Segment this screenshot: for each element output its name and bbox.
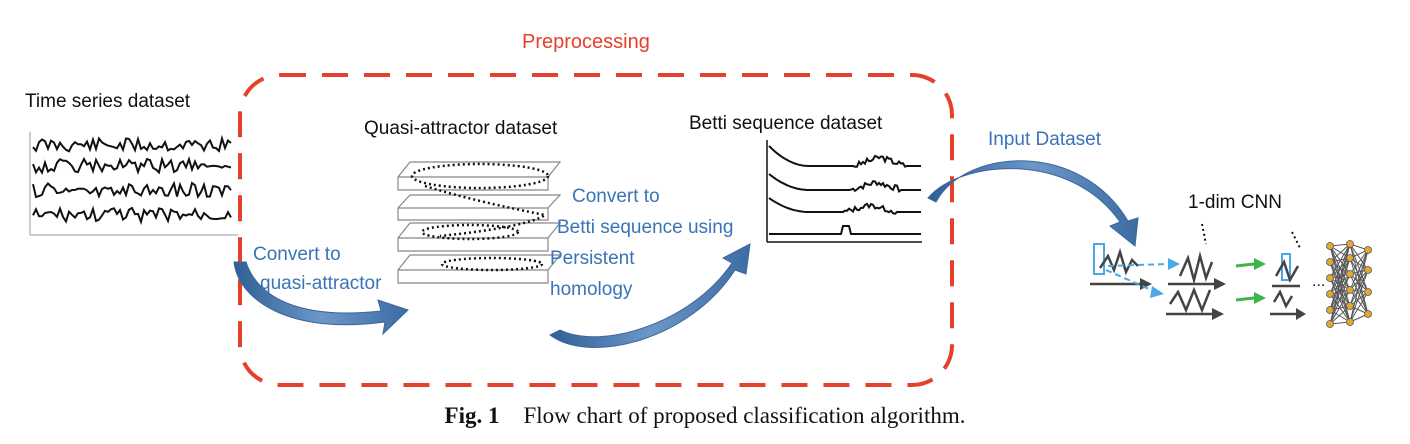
step2-line4: homology <box>550 279 633 300</box>
network-edge <box>1329 273 1351 325</box>
network-edge <box>1349 269 1369 291</box>
time-series-line-4 <box>32 205 232 226</box>
arrow-to-cnn <box>927 160 1139 247</box>
time-series-panel <box>29 132 238 236</box>
network-neuron <box>1326 290 1334 298</box>
network-edge <box>1329 305 1351 325</box>
network-edge <box>1349 273 1369 315</box>
network-neuron <box>1364 288 1372 296</box>
input-dataset-label: Input Dataset <box>988 129 1102 150</box>
caption-number: Fig. 1 <box>444 403 500 428</box>
cnn-ellipsis: ... <box>1312 273 1326 290</box>
betti-curve-1 <box>768 145 921 168</box>
step1-line2: quasi-attractor <box>260 273 382 294</box>
time-series-line-2 <box>32 155 232 176</box>
cnn-illustration <box>1090 223 1372 328</box>
attractor-plane-3 <box>397 222 562 252</box>
cnn-label: 1-dim CNN <box>1188 192 1282 213</box>
network-neuron <box>1364 266 1372 274</box>
network-edge <box>1349 249 1369 307</box>
cnn-dashed-link-1 <box>1107 263 1169 267</box>
cnn-green-arrow-1 <box>1235 262 1255 268</box>
arrow-to-quasi-attractor <box>233 261 409 336</box>
attractor-plane-4 <box>397 254 562 284</box>
time-series-label: Time series dataset <box>25 91 191 112</box>
cnn-green-arrow-2 <box>1235 296 1255 302</box>
network-edge <box>1349 249 1369 291</box>
network-neuron <box>1326 242 1334 250</box>
network-edge <box>1329 243 1351 263</box>
betti-sequence-panel <box>766 140 922 243</box>
cnn-feature-map-1 <box>1178 251 1214 285</box>
network-edge <box>1329 243 1351 279</box>
betti-curve-4 <box>769 225 921 235</box>
step2-line3: Persistent <box>550 248 635 269</box>
network-neuron <box>1346 270 1354 278</box>
network-neuron <box>1346 254 1354 262</box>
cnn-input-signal <box>1098 247 1139 276</box>
network-edge <box>1329 243 1351 295</box>
network-edge <box>1349 273 1369 293</box>
cnn-input-kernel <box>1093 243 1105 275</box>
cnn-dashed-link-2 <box>1105 269 1157 293</box>
figure-caption: Fig. 1 Flow chart of proposed classificat… <box>0 403 1410 429</box>
quasi-attractor-label: Quasi-attractor dataset <box>364 118 558 139</box>
network-neuron <box>1364 310 1372 318</box>
network-neuron <box>1346 286 1354 294</box>
preprocessing-label: Preprocessing <box>522 31 650 53</box>
betti-curve-3 <box>768 197 921 215</box>
network-neuron <box>1364 246 1372 254</box>
attractor-orbit-diagonal <box>424 184 549 238</box>
network-neuron <box>1346 240 1354 248</box>
network-edge <box>1349 249 1369 275</box>
preprocessing-box <box>238 73 954 387</box>
network-neuron <box>1326 258 1334 266</box>
time-series-line-1 <box>32 134 232 153</box>
network-edge <box>1329 257 1351 325</box>
network-neuron <box>1326 320 1334 328</box>
step1-line1: Convert to <box>253 244 341 265</box>
network-edge <box>1349 269 1369 323</box>
network-edge <box>1349 289 1369 315</box>
attractor-orbit-4 <box>440 256 544 272</box>
attractor-orbit-3 <box>420 223 520 241</box>
network-edge <box>1329 243 1351 311</box>
network-edge <box>1329 289 1351 325</box>
network-edge <box>1349 243 1369 293</box>
arrow-to-betti <box>549 243 751 348</box>
network-neuron <box>1346 318 1354 326</box>
step2-line1: Convert to <box>572 186 660 207</box>
network-neuron <box>1346 302 1354 310</box>
network-neuron <box>1326 274 1334 282</box>
network-edge <box>1349 243 1369 271</box>
network-edge <box>1349 249 1369 323</box>
attractor-orbit-1 <box>410 162 550 190</box>
network-edge <box>1349 291 1369 323</box>
attractor-plane-1 <box>397 161 562 191</box>
time-series-line-3 <box>32 180 232 200</box>
cnn-feature-map-2 <box>1168 286 1212 314</box>
step2-line2: Betti sequence using <box>557 217 734 238</box>
quasi-attractor-stack <box>397 161 562 284</box>
attractor-plane-2 <box>397 194 562 221</box>
network-edge <box>1349 257 1369 293</box>
betti-sequence-label: Betti sequence dataset <box>689 113 883 134</box>
caption-text: Flow chart of proposed classification al… <box>523 403 966 428</box>
flow-arrows <box>233 160 1139 348</box>
fully-connected-network <box>1326 240 1372 328</box>
network-neuron <box>1326 306 1334 314</box>
betti-curve-2 <box>768 173 921 193</box>
